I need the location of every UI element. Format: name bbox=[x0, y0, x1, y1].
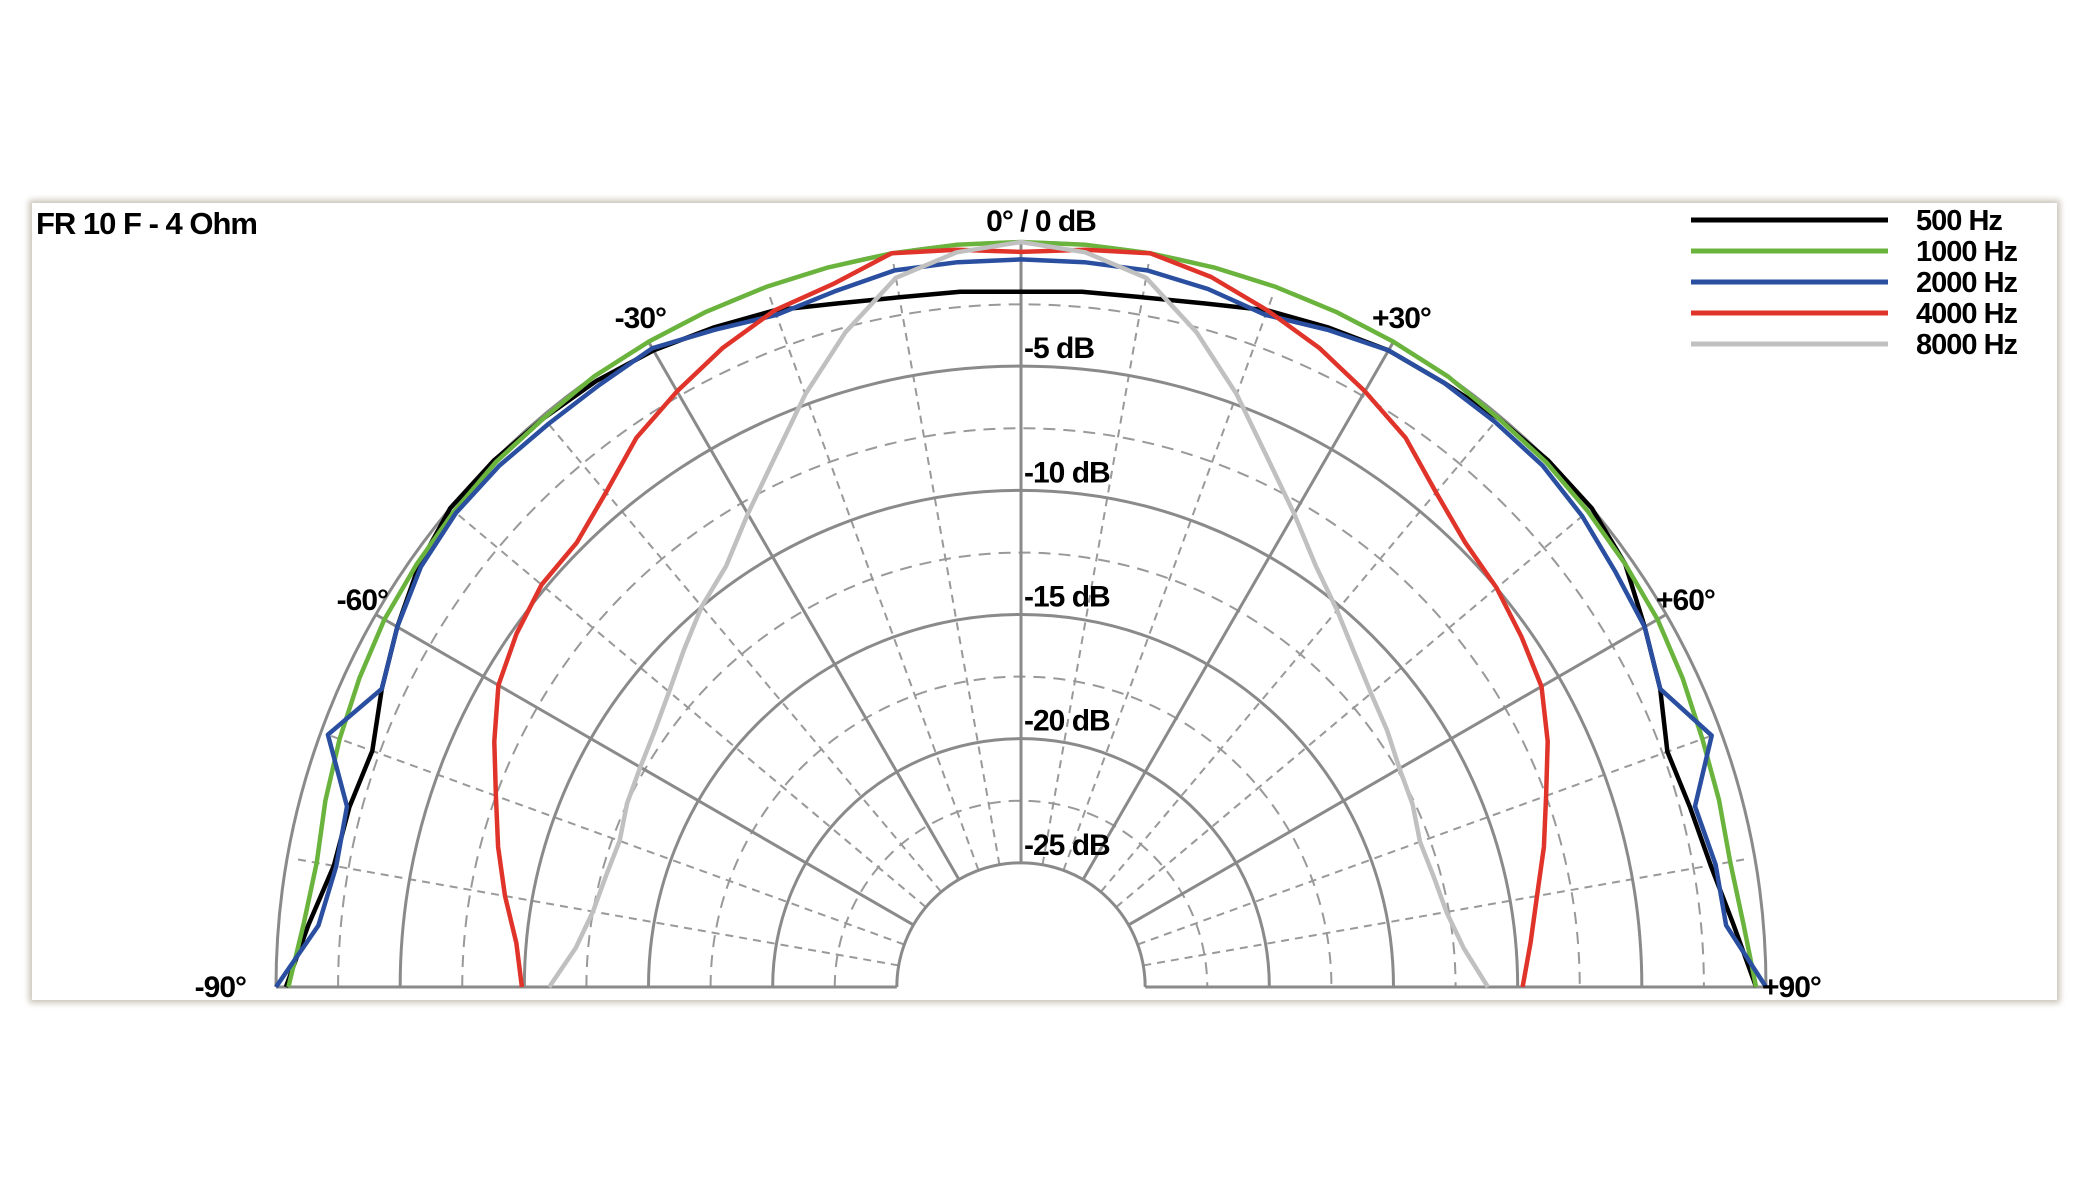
dashed-radial bbox=[327, 733, 905, 946]
radial-tick-label: -20 dB bbox=[1024, 705, 1110, 738]
series-line-4000-hz bbox=[492, 247, 1550, 988]
legend-label: 4000 Hz bbox=[1916, 298, 2018, 330]
dashed-radial bbox=[546, 421, 942, 893]
series-line-8000-hz bbox=[547, 239, 1490, 989]
radial-line bbox=[375, 613, 915, 927]
dashed-radial bbox=[1115, 512, 1587, 908]
tick-labels: -5 dB -10 dB -15 dB -20 dB -25 dB -90° -60° -30… bbox=[195, 302, 1822, 1004]
radial-tick-label: -5 dB bbox=[1024, 332, 1094, 365]
dashed-radial bbox=[1062, 293, 1275, 871]
series-curves bbox=[274, 239, 1768, 989]
legend-label: 1000 Hz bbox=[1916, 236, 2018, 268]
angle-tick-label: -90° bbox=[195, 971, 246, 1004]
dashed-radial bbox=[767, 293, 980, 871]
chart-frame bbox=[32, 203, 2057, 1000]
radial-tick-label: -10 dB bbox=[1024, 456, 1110, 489]
dashed-radial bbox=[294, 857, 899, 967]
dashed-radial bbox=[891, 260, 1001, 865]
dashed-radial bbox=[1137, 733, 1715, 946]
angle-tick-label: +30° bbox=[1372, 302, 1431, 335]
legend-label: 8000 Hz bbox=[1916, 329, 2018, 361]
dashed-ring bbox=[833, 799, 1209, 988]
angle-tick-label: +60° bbox=[1656, 584, 1715, 617]
dashed-radial bbox=[1100, 421, 1496, 893]
series-line-2000-hz bbox=[274, 257, 1768, 989]
radial-tick-label: -25 dB bbox=[1024, 829, 1110, 862]
radial-line bbox=[647, 341, 961, 881]
dashed-ring bbox=[337, 303, 1705, 988]
legend-label: 500 Hz bbox=[1916, 205, 2002, 237]
radial-line bbox=[1081, 341, 1395, 881]
chart-title: FR 10 F - 4 Ohm bbox=[36, 206, 257, 241]
angle-tick-label: -30° bbox=[615, 302, 666, 335]
angle-tick-label: +90° bbox=[1762, 971, 1821, 1004]
radial-line bbox=[1127, 613, 1667, 927]
radial-tick-label: -15 dB bbox=[1024, 581, 1110, 614]
polar-grid bbox=[274, 240, 1768, 988]
legend-label: 2000 Hz bbox=[1916, 267, 2018, 299]
dashed-radial bbox=[1143, 857, 1748, 967]
dashed-radial bbox=[1041, 260, 1151, 865]
top-label: 0° / 0 dB bbox=[986, 205, 1096, 238]
dashed-radial bbox=[455, 512, 927, 908]
ring-25db bbox=[895, 861, 1147, 988]
angle-tick-label: -60° bbox=[337, 584, 388, 617]
